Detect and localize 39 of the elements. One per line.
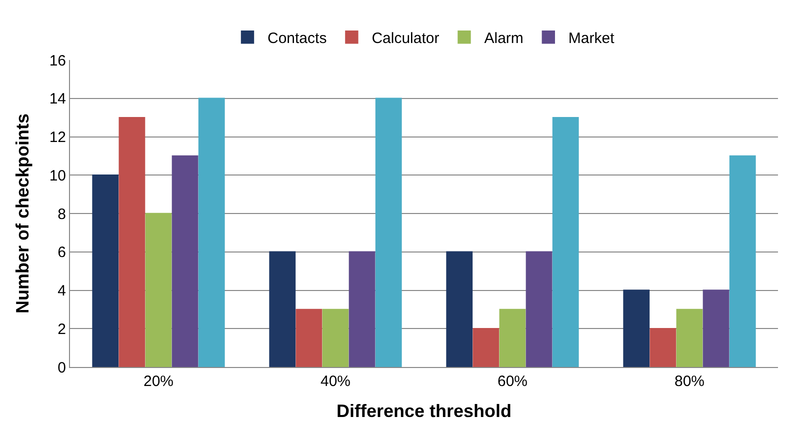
bar [375,98,402,367]
bar [348,251,376,367]
bar [118,116,146,367]
legend-label: Alarm [484,30,524,47]
y-tick-label: 14 [49,90,66,108]
y-tick-label: 10 [49,167,66,184]
bar [198,98,225,367]
x-tick-label: 40% [320,373,351,390]
y-tick-label: 6 [58,244,66,262]
legend-label: Market [568,30,616,47]
bar [623,290,650,367]
x-tick-label: 20% [143,373,174,390]
y-tick-label: 8 [58,206,66,223]
bar [676,308,703,367]
bar [702,290,730,367]
bar [92,174,119,367]
legend-label: Calculator [372,30,440,47]
y-tick-label: 0 [58,359,66,376]
bar [472,328,500,367]
y-tick-label: 12 [49,129,66,146]
x-tick-label: 60% [497,373,528,390]
bar [446,251,473,367]
bar [729,155,756,367]
bar [145,212,172,367]
legend-label: Contacts [268,30,327,47]
bar [296,308,322,367]
bar [172,155,198,367]
y-tick-label: 2 [58,320,66,338]
bar [499,308,526,367]
y-axis-title: Number of checkpoints [12,113,33,314]
x-axis-title: Difference threshold [336,401,512,422]
y-tick-label: 4 [58,282,66,300]
x-tick-label: 80% [674,373,705,390]
bar [650,328,676,367]
bar [526,251,552,367]
bar [269,251,296,367]
bar [322,308,349,367]
y-tick-label: 16 [49,52,66,70]
bar [552,116,579,367]
